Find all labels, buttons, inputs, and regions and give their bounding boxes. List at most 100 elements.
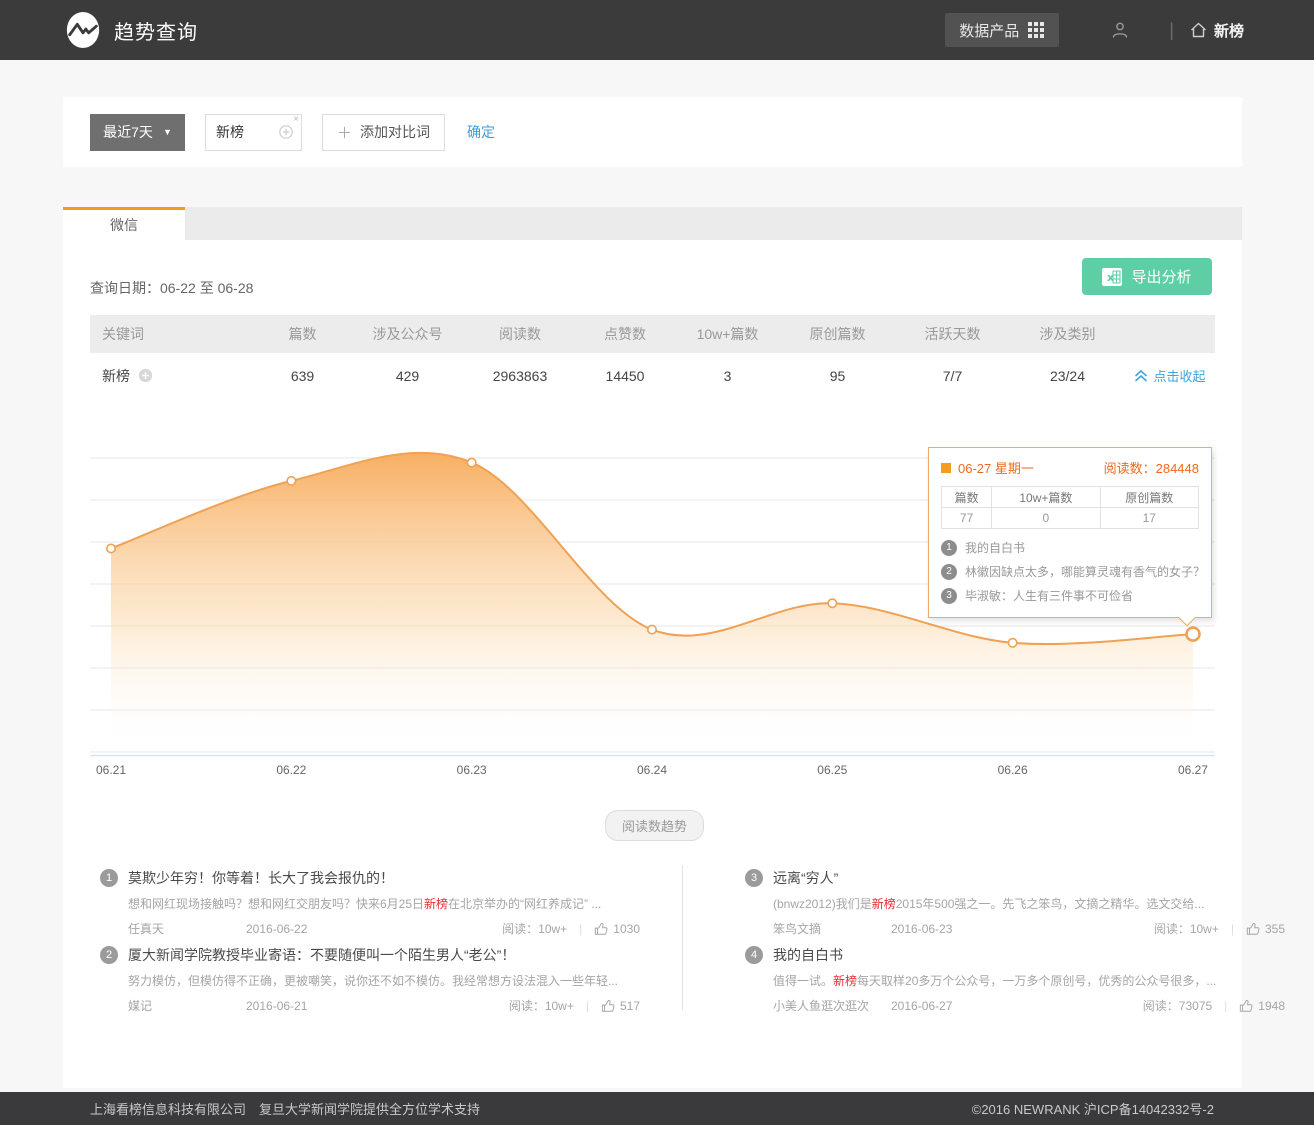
query-date-label: 查询日期：06-22 至 06-28 — [90, 280, 254, 296]
trend-pill-toggle[interactable]: 阅读数趋势 — [605, 810, 705, 841]
article-title[interactable]: 我的自白书 — [773, 947, 843, 963]
top-articles-section: 1 莫欺少年穷！你等着！长大了我会报仇的！ 想和网红现场接触吗？想和网红交朋友吗… — [90, 860, 1285, 1030]
article-likes: 1948 — [1239, 999, 1285, 1013]
tooltip-article-title: 林徽因缺点太多，哪能算灵魂有香气的女子？ — [965, 565, 1206, 579]
article-likes: 517 — [601, 999, 640, 1013]
article-date: 2016-06-23 — [891, 921, 953, 936]
export-analysis-button[interactable]: x 导出分析 — [1082, 258, 1212, 295]
list-item: 3 毕淑敏：人生有三件事不可俭省 — [941, 587, 1199, 604]
chart-area-fill — [111, 452, 1193, 755]
footer: 上海看榜信息科技有限公司 复旦大学新闻学院提供全方位学术支持 ©2016 NEW… — [0, 1092, 1314, 1125]
article-reads: 阅读：10w+ — [502, 922, 568, 936]
article-reads: 阅读：10w+ — [1153, 922, 1219, 936]
footer-company: 上海看榜信息科技有限公司 复旦大学新闻学院提供全方位学术支持 — [90, 1102, 481, 1117]
cell-active-days: 7/7 — [942, 367, 963, 384]
article-reads: 阅读：73075 — [1142, 999, 1213, 1013]
article-item: 4 我的自白书 值得一试。新榜每天取样20多万个公众号，一万多个原创号，优秀的公… — [745, 945, 1285, 1014]
chart-point[interactable] — [646, 624, 657, 635]
col-header-categories: 涉及类别 — [1039, 326, 1096, 342]
tooltip-val-10w: 0 — [991, 507, 1101, 529]
result-panel: 查询日期：06-22 至 06-28 x 导出分析 关键词 篇数 涉及公众号 — [63, 240, 1285, 1088]
x-axis-label: 06.24 — [636, 763, 667, 777]
article-title[interactable]: 远离“穷人” — [773, 870, 839, 886]
article-meta: 小美人鱼逛次逛次 2016-06-27 阅读：73075 | 1948 — [773, 997, 1285, 1014]
home-icon — [1191, 22, 1206, 38]
collapse-link[interactable]: 点击收起 — [1125, 366, 1215, 385]
thumbs-up-icon — [1246, 922, 1260, 935]
tooltip-val-original: 17 — [1099, 507, 1200, 529]
home-label: 新榜 — [1213, 22, 1244, 40]
tooltip-article-title: 我的自白书 — [965, 541, 1026, 555]
excel-icon: x — [1102, 267, 1123, 286]
date-range-dropdown[interactable]: 最近7天 ▼ — [90, 113, 185, 151]
meta-divider: | — [1224, 998, 1228, 1013]
rank-badge: 3 — [941, 587, 957, 604]
home-link[interactable]: 新榜 — [1190, 20, 1244, 41]
expand-plus-icon[interactable] — [138, 368, 153, 383]
brand[interactable]: 趋势查询 — [64, 11, 198, 49]
legend-square-icon — [941, 462, 951, 473]
article-meta: 媒记 2016-06-21 阅读：10w+ | 517 — [128, 997, 640, 1014]
user-icon — [1113, 22, 1128, 38]
add-compare-button[interactable]: ＋ 添加对比词 — [322, 113, 446, 151]
col-header-likes: 点赞数 — [604, 326, 646, 342]
chart-point[interactable] — [1185, 626, 1201, 642]
summary-table: 关键词 篇数 涉及公众号 阅读数 点赞数 10w+篇数 原创篇数 活跃天数 涉及… — [90, 315, 1215, 398]
thumbs-up-icon — [595, 922, 608, 935]
col-header-accounts: 涉及公众号 — [372, 326, 443, 342]
keyword-value: 新榜 — [102, 367, 130, 384]
x-axis-label: 06.27 — [1177, 763, 1208, 777]
export-analysis-label: 导出分析 — [1131, 269, 1192, 286]
chart-point[interactable] — [827, 598, 838, 609]
confirm-button[interactable]: 确定 — [467, 124, 496, 140]
add-keyword-icon[interactable] — [279, 124, 293, 144]
article-source: 笨鸟文摘 — [773, 922, 822, 936]
cell-posts: 639 — [290, 367, 315, 384]
cell-original-posts: 95 — [829, 367, 846, 384]
rank-badge: 2 — [941, 563, 957, 580]
col-header-reads: 阅读数 — [499, 326, 541, 342]
x-axis-label: 06.21 — [95, 763, 127, 777]
page-title: 趋势查询 — [114, 21, 198, 44]
top-bar: 趋势查询 数据产品 | — [0, 0, 1314, 60]
keyword-input[interactable] — [216, 124, 274, 140]
cell-10w-posts: 3 — [723, 367, 732, 384]
meta-divider: | — [585, 998, 589, 1013]
tab-wechat[interactable]: 微信 — [63, 207, 185, 240]
tooltip-article-list: 1 我的自白书 2 林徽因缺点太多，哪能算灵魂有香气的女子？ 3 毕淑敏：人生有… — [941, 539, 1205, 604]
data-products-button[interactable]: 数据产品 — [945, 13, 1060, 47]
table-row: 新榜 639 429 2963863 14450 3 95 7/7 23/24 — [90, 353, 1215, 398]
article-excerpt: 努力模仿，但模仿得不正确，更被嘲笑，说你还不如不模仿。我经常想方设法混入一些年轻… — [128, 974, 619, 988]
chart-point[interactable] — [466, 457, 477, 468]
channel-tabbar: 微信 — [63, 207, 1242, 240]
article-title[interactable]: 厦大新闻学院教授毕业寄语：不要随便叫一个陌生男人“老公”！ — [128, 947, 516, 963]
article-meta: 任真天 2016-06-22 阅读：10w+ | 1030 — [128, 920, 640, 937]
article-meta: 笨鸟文摘 2016-06-23 阅读：10w+ | 355 — [773, 920, 1285, 937]
rank-badge: 1 — [941, 539, 957, 556]
svg-text:x: x — [1107, 271, 1114, 284]
tooltip-val-posts: 77 — [940, 507, 993, 529]
x-axis-labels: 06.21 06.22 06.23 06.24 06.25 06.26 06.27 — [90, 763, 1215, 783]
article-likes: 355 — [1246, 922, 1285, 936]
clear-keyword-icon[interactable]: × — [293, 113, 299, 125]
cell-likes: 14450 — [605, 367, 645, 384]
keyword-box: × — [205, 113, 302, 151]
newrank-logo-icon — [66, 11, 100, 49]
reads-trend-chart[interactable] — [90, 430, 1215, 760]
tooltip-article-title: 毕淑敏：人生有三件事不可俭省 — [965, 589, 1134, 603]
chart-point[interactable] — [286, 475, 297, 486]
chart-data-points — [105, 457, 1201, 648]
rank-badge: 4 — [745, 946, 763, 964]
chart-point[interactable] — [1007, 637, 1018, 648]
chart-point[interactable] — [105, 543, 116, 554]
summary-table-header: 关键词 篇数 涉及公众号 阅读数 点赞数 10w+篇数 原创篇数 活跃天数 涉及… — [90, 315, 1215, 353]
user-account-button[interactable] — [1111, 21, 1129, 39]
x-axis-label: 06.25 — [817, 763, 848, 777]
chart-tooltip: 06-27 星期一 阅读数：284448 篇数 10w+篇数 原创篇数 77 0… — [928, 447, 1212, 627]
article-reads: 阅读：10w+ — [508, 999, 574, 1013]
meta-divider: | — [579, 921, 583, 936]
col-header-active-days: 活跃天数 — [924, 326, 981, 342]
article-title[interactable]: 莫欺少年穷！你等着！长大了我会报仇的！ — [128, 870, 394, 886]
footer-copyright: ©2016 NEWRANK 沪ICP备14042332号-2 — [971, 1102, 1214, 1117]
